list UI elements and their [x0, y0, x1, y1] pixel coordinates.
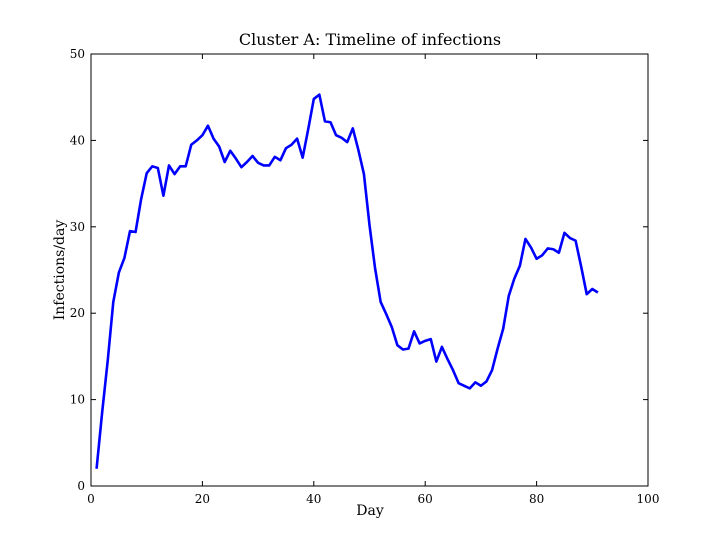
series-layer	[95, 93, 599, 469]
tick-labels: 0 20 40 60 80 100 0 10 20 30 40 50	[70, 47, 660, 506]
x-tick-label: 0	[87, 492, 95, 506]
x-tick-label: 40	[306, 492, 321, 506]
plot-frame	[90, 53, 649, 487]
y-axis-label: Infections/day	[52, 220, 68, 321]
x-tick-label: 100	[637, 492, 660, 506]
y-tick-label: 50	[70, 47, 85, 61]
x-tick-label: 80	[529, 492, 544, 506]
x-tick-label: 60	[418, 492, 433, 506]
y-tick-label: 0	[77, 479, 85, 493]
chart-title: Cluster A: Timeline of infections	[239, 30, 501, 49]
axis-ticks	[90, 53, 649, 487]
y-tick-label: 30	[70, 220, 85, 234]
x-axis-label: Day	[356, 503, 384, 519]
x-tick-label: 20	[195, 492, 210, 506]
y-tick-label: 40	[70, 133, 85, 147]
y-tick-label: 20	[70, 306, 85, 320]
y-tick-label: 10	[70, 393, 85, 407]
series-line	[95, 93, 599, 469]
